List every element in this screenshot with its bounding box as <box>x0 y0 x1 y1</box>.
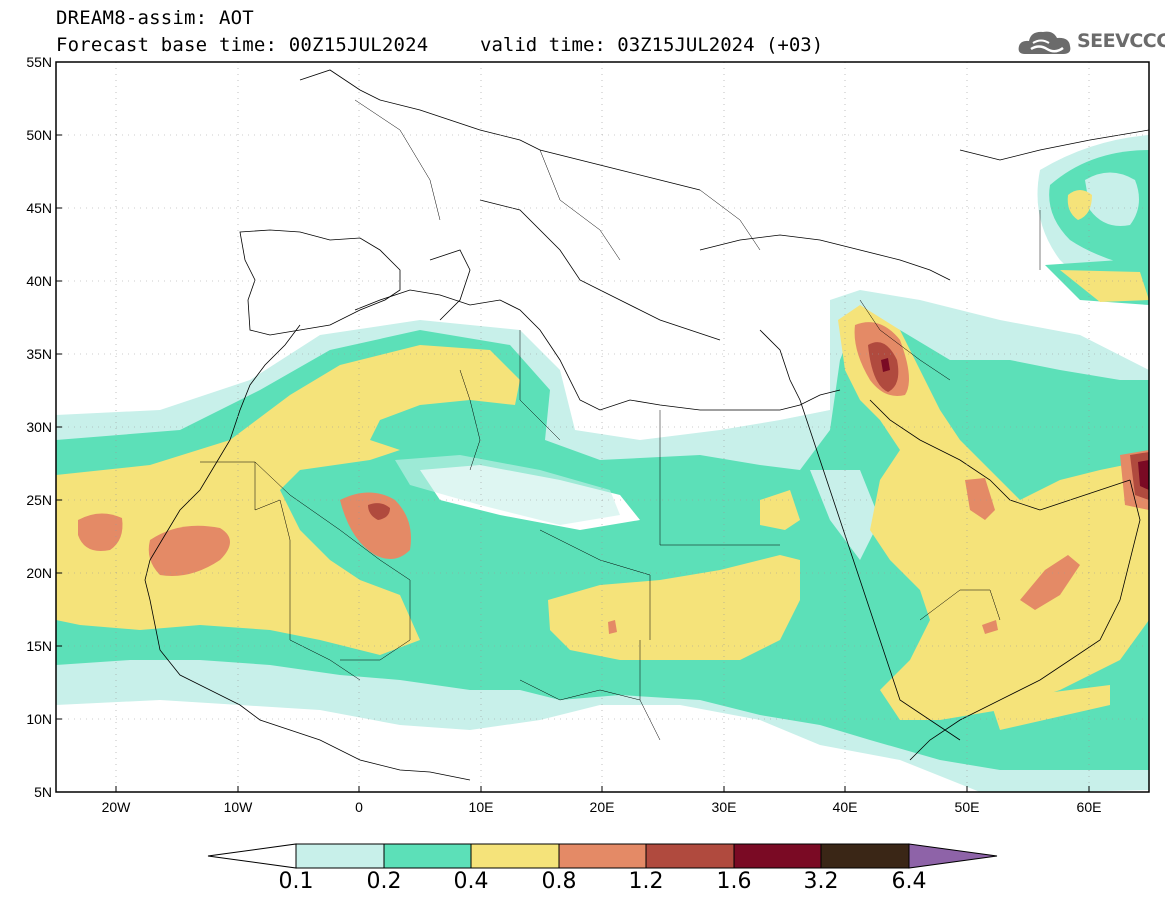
colorbar-swatch <box>470 843 560 869</box>
colorbar-label: 0.1 <box>278 869 314 894</box>
colorbar-label: 0.2 <box>366 869 402 894</box>
lat-label: 30N <box>26 419 52 435</box>
lat-label: 50N <box>26 127 52 143</box>
axis-ticks <box>56 61 1090 792</box>
lat-label: 20N <box>26 565 52 581</box>
coastlines <box>144 69 1149 781</box>
colorbar-over-arrow <box>908 843 998 869</box>
aot-contour-0.8 <box>340 492 411 559</box>
cloud-icon <box>1018 31 1071 54</box>
lat-label: 15N <box>26 638 52 654</box>
lon-label: 0 <box>355 799 363 815</box>
colorbar-label: 1.2 <box>628 869 664 894</box>
lon-label: 20E <box>589 799 615 815</box>
colorbar-label: 1.6 <box>716 869 752 894</box>
lon-label: 50E <box>954 799 980 815</box>
colorbar-swatch <box>558 843 647 869</box>
lat-label: 40N <box>26 273 52 289</box>
lat-label: 10N <box>26 711 52 727</box>
colorbar-swatch <box>383 843 472 869</box>
map-title: DREAM8-assim: AOT <box>56 7 254 29</box>
lat-label: 25N <box>26 492 52 508</box>
colorbar-under-arrow <box>207 843 297 869</box>
lat-label: 5N <box>34 784 52 800</box>
logo-text: SEEVCCC <box>1077 30 1165 52</box>
country-borders <box>200 99 1041 741</box>
graticule <box>56 62 1149 792</box>
colorbar-label: 0.8 <box>541 869 577 894</box>
lon-label: 40E <box>832 799 858 815</box>
colorbar-swatch <box>645 843 735 869</box>
valid-time: valid time: 03Z15JUL2024 (+03) <box>480 34 824 56</box>
lat-label: 55N <box>26 54 52 70</box>
colorbar-swatch <box>733 843 822 869</box>
forecast-base-time: Forecast base time: 00Z15JUL2024 <box>56 34 429 56</box>
aot-contour-1.6 <box>1138 460 1149 490</box>
colorbar-label: 6.4 <box>891 869 927 894</box>
colorbar-swatch <box>820 843 910 869</box>
lon-label: 20W <box>101 799 131 815</box>
lon-label: 10E <box>468 799 494 815</box>
lat-label: 35N <box>26 346 52 362</box>
colorbar-swatch <box>295 843 385 869</box>
lat-label: 45N <box>26 200 52 216</box>
lon-label: 30E <box>711 799 737 815</box>
seevccc-logo: SEEVCCC <box>1017 24 1165 60</box>
lon-label: 10W <box>223 799 253 815</box>
aot-contour-0.4 <box>56 345 520 655</box>
colorbar-label: 3.2 <box>803 869 839 894</box>
lon-label: 60E <box>1076 799 1102 815</box>
colorbar <box>207 843 998 869</box>
colorbar-label: 0.4 <box>453 869 489 894</box>
